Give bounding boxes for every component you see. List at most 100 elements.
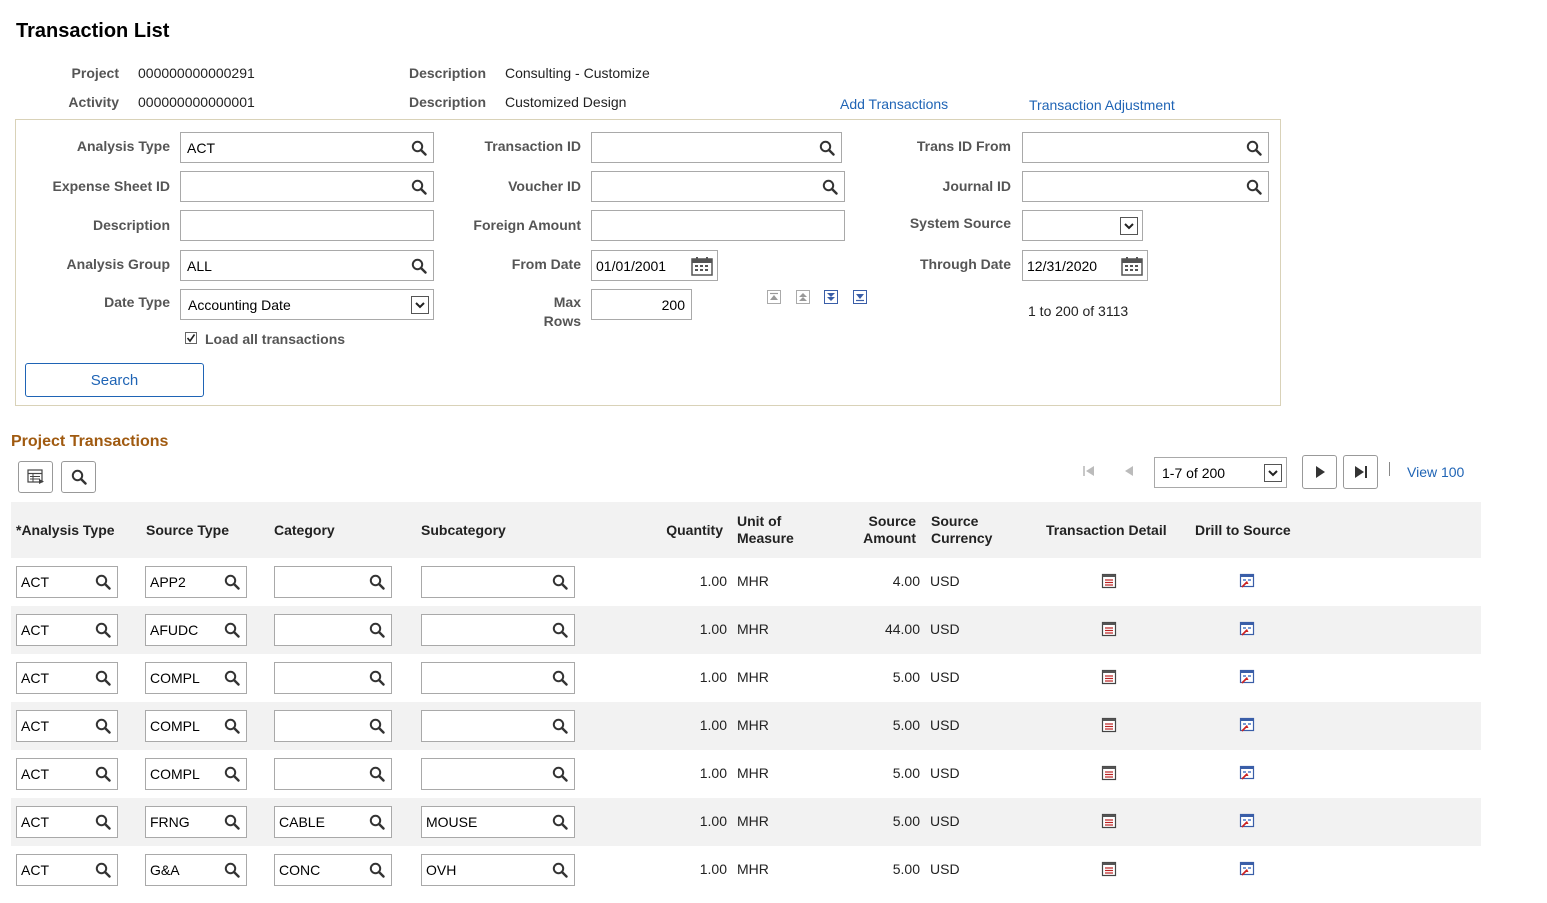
- analysis-type-input[interactable]: ACT: [16, 614, 118, 646]
- find-in-grid-button[interactable]: [61, 461, 96, 493]
- search-icon[interactable]: [369, 766, 385, 782]
- journal-id-input[interactable]: [1022, 171, 1269, 202]
- calendar-icon[interactable]: [691, 256, 713, 276]
- search-icon[interactable]: [1246, 179, 1262, 195]
- source-type-input[interactable]: FRNG: [145, 806, 247, 838]
- search-icon[interactable]: [552, 670, 568, 686]
- search-icon[interactable]: [552, 862, 568, 878]
- analysis-type-input[interactable]: ACT: [16, 662, 118, 694]
- calendar-icon[interactable]: [1121, 256, 1143, 276]
- through-date-input[interactable]: 12/31/2020: [1022, 250, 1148, 281]
- col-unit-of-measure-2[interactable]: Measure: [737, 530, 794, 546]
- category-input[interactable]: [274, 758, 392, 790]
- col-unit-of-measure-1[interactable]: Unit of: [737, 513, 782, 529]
- drill-to-source-icon[interactable]: [1239, 813, 1255, 829]
- search-button[interactable]: Search: [25, 363, 204, 397]
- next-page-icon[interactable]: [824, 290, 838, 304]
- foreign-amount-input[interactable]: [591, 210, 845, 241]
- description-input[interactable]: [180, 210, 434, 241]
- first-page-icon[interactable]: [767, 290, 781, 304]
- chevron-down-icon[interactable]: [1264, 463, 1282, 482]
- search-icon[interactable]: [552, 718, 568, 734]
- subcategory-input[interactable]: [421, 614, 575, 646]
- transaction-detail-icon[interactable]: [1101, 765, 1117, 781]
- search-icon[interactable]: [411, 140, 427, 156]
- search-icon[interactable]: [411, 258, 427, 274]
- search-icon[interactable]: [95, 766, 111, 782]
- search-icon[interactable]: [224, 622, 240, 638]
- transaction-detail-icon[interactable]: [1101, 573, 1117, 589]
- search-icon[interactable]: [552, 622, 568, 638]
- analysis-group-input[interactable]: ALL: [180, 250, 434, 281]
- search-icon[interactable]: [95, 574, 111, 590]
- search-icon[interactable]: [224, 718, 240, 734]
- next-row-button[interactable]: [1302, 455, 1337, 489]
- transaction-detail-icon[interactable]: [1101, 861, 1117, 877]
- analysis-type-input[interactable]: ACT: [180, 132, 434, 163]
- search-icon[interactable]: [369, 862, 385, 878]
- category-input[interactable]: [274, 566, 392, 598]
- category-input[interactable]: [274, 710, 392, 742]
- source-type-input[interactable]: COMPL: [145, 710, 247, 742]
- drill-to-source-icon[interactable]: [1239, 765, 1255, 781]
- col-source-type[interactable]: Source Type: [146, 522, 229, 538]
- search-icon[interactable]: [95, 814, 111, 830]
- voucher-id-input[interactable]: [591, 171, 845, 202]
- col-source-currency-2[interactable]: Currency: [931, 530, 993, 546]
- col-subcategory[interactable]: Subcategory: [421, 522, 506, 538]
- max-rows-input[interactable]: 200: [591, 289, 692, 320]
- search-icon[interactable]: [224, 574, 240, 590]
- drill-to-source-icon[interactable]: [1239, 621, 1255, 637]
- analysis-type-input[interactable]: ACT: [16, 806, 118, 838]
- col-source-amount-2[interactable]: Amount: [863, 530, 916, 546]
- row-range-select[interactable]: 1-7 of 200: [1154, 457, 1287, 488]
- search-icon[interactable]: [819, 140, 835, 156]
- subcategory-input[interactable]: [421, 566, 575, 598]
- analysis-type-input[interactable]: ACT: [16, 566, 118, 598]
- search-icon[interactable]: [95, 862, 111, 878]
- source-type-input[interactable]: G&A: [145, 854, 247, 886]
- search-icon[interactable]: [224, 670, 240, 686]
- source-type-input[interactable]: AFUDC: [145, 614, 247, 646]
- transaction-detail-icon[interactable]: [1101, 717, 1117, 733]
- load-all-checkbox[interactable]: [185, 332, 197, 344]
- view-100-link[interactable]: View 100: [1407, 464, 1465, 480]
- search-icon[interactable]: [552, 814, 568, 830]
- subcategory-input[interactable]: [421, 710, 575, 742]
- search-icon[interactable]: [369, 574, 385, 590]
- transaction-adjustment-link[interactable]: Transaction Adjustment: [1029, 97, 1175, 113]
- search-icon[interactable]: [224, 766, 240, 782]
- source-type-input[interactable]: APP2: [145, 566, 247, 598]
- category-input[interactable]: [274, 614, 392, 646]
- last-row-button[interactable]: [1343, 455, 1378, 489]
- search-icon[interactable]: [411, 179, 427, 195]
- subcategory-input[interactable]: MOUSE: [421, 806, 575, 838]
- search-icon[interactable]: [224, 814, 240, 830]
- drill-to-source-icon[interactable]: [1239, 717, 1255, 733]
- subcategory-input[interactable]: [421, 662, 575, 694]
- col-category[interactable]: Category: [274, 522, 335, 538]
- search-icon[interactable]: [552, 574, 568, 590]
- transaction-detail-icon[interactable]: [1101, 813, 1117, 829]
- transaction-id-input[interactable]: [591, 132, 842, 163]
- subcategory-input[interactable]: OVH: [421, 854, 575, 886]
- search-icon[interactable]: [1246, 140, 1262, 156]
- search-icon[interactable]: [95, 718, 111, 734]
- analysis-type-input[interactable]: ACT: [16, 710, 118, 742]
- drill-to-source-icon[interactable]: [1239, 669, 1255, 685]
- personalize-grid-button[interactable]: [18, 461, 53, 493]
- transaction-detail-icon[interactable]: [1101, 621, 1117, 637]
- search-icon[interactable]: [369, 670, 385, 686]
- chevron-down-icon[interactable]: [1120, 216, 1138, 235]
- category-input[interactable]: [274, 662, 392, 694]
- search-icon[interactable]: [369, 814, 385, 830]
- col-analysis-type[interactable]: *Analysis Type: [16, 522, 115, 538]
- col-source-currency-1[interactable]: Source: [931, 513, 979, 529]
- system-source-select[interactable]: [1022, 210, 1143, 241]
- drill-to-source-icon[interactable]: [1239, 861, 1255, 877]
- category-input[interactable]: CONC: [274, 854, 392, 886]
- search-icon[interactable]: [95, 622, 111, 638]
- from-date-input[interactable]: 01/01/2001: [591, 250, 718, 281]
- drill-to-source-icon[interactable]: [1239, 573, 1255, 589]
- add-transactions-link[interactable]: Add Transactions: [840, 96, 949, 112]
